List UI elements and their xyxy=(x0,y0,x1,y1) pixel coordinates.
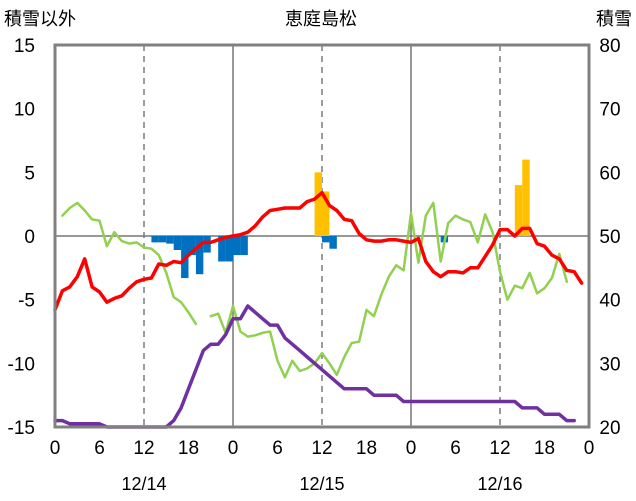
left-tick-label: 0 xyxy=(24,227,35,248)
snow_decrease-bar xyxy=(195,236,204,275)
right-tick-label: 30 xyxy=(599,354,620,375)
x-tick-label: 12 xyxy=(489,438,510,459)
snow_decrease-bar xyxy=(151,236,159,243)
snowfall-bar xyxy=(314,172,322,236)
snow_decrease-bar xyxy=(240,236,248,256)
x-tick-label: 6 xyxy=(94,438,105,459)
snow_decrease-bar xyxy=(329,236,337,249)
snow_decrease-bar xyxy=(233,236,241,256)
x-tick-label: 18 xyxy=(356,438,377,459)
x-tick-label: 12 xyxy=(133,438,154,459)
right-tick-label: 50 xyxy=(599,227,620,248)
snowfall-bar xyxy=(514,185,523,236)
date-label: 12/14 xyxy=(121,474,166,494)
plot-frame xyxy=(53,43,591,429)
x-tick-label: 0 xyxy=(584,438,595,459)
snowfall-bar xyxy=(322,191,330,236)
snow_decrease-bar xyxy=(203,236,211,253)
left-tick-label: -10 xyxy=(8,354,35,375)
snow_decrease-bar xyxy=(188,236,196,256)
right-tick-label: 40 xyxy=(599,291,620,312)
left-tick-label: -5 xyxy=(18,291,35,312)
right-tick-label: 60 xyxy=(599,163,620,184)
snow_decrease-bar xyxy=(158,236,167,243)
left-axis-title: 積雪以外 xyxy=(4,9,76,29)
date-label: 12/16 xyxy=(477,474,522,494)
date-label: 12/15 xyxy=(299,474,344,494)
temperature-line xyxy=(53,190,584,312)
snow_decrease-bar xyxy=(166,236,174,244)
x-tick-label: 18 xyxy=(178,438,199,459)
snow_decrease-bar xyxy=(225,236,233,262)
dew-point-line xyxy=(61,201,569,379)
right-tick-label: 80 xyxy=(599,36,620,57)
x-tick-label: 6 xyxy=(272,438,283,459)
x-tick-label: 18 xyxy=(534,438,555,459)
snow_decrease-bar xyxy=(218,236,226,262)
left-tick-label: 10 xyxy=(14,100,35,121)
x-tick-label: 0 xyxy=(406,438,417,459)
frame-layer xyxy=(53,43,591,429)
right-tick-label: 70 xyxy=(599,100,620,121)
snowfall-bar xyxy=(522,159,530,236)
snow_decrease-bar xyxy=(322,236,330,243)
left-tick-label: 5 xyxy=(24,163,35,184)
chart-title: 恵庭島松 xyxy=(285,9,357,29)
left-tick-label: 15 xyxy=(14,36,35,57)
right-tick-label: 20 xyxy=(599,418,620,439)
left-tick-label: -15 xyxy=(8,418,35,439)
right-axis-title: 積雪 xyxy=(596,9,632,29)
x-tick-label: 6 xyxy=(450,438,461,459)
x-tick-label: 0 xyxy=(50,438,61,459)
snow_decrease-bar xyxy=(173,236,182,251)
x-tick-label: 12 xyxy=(311,438,332,459)
x-tick-label: 0 xyxy=(228,438,239,459)
